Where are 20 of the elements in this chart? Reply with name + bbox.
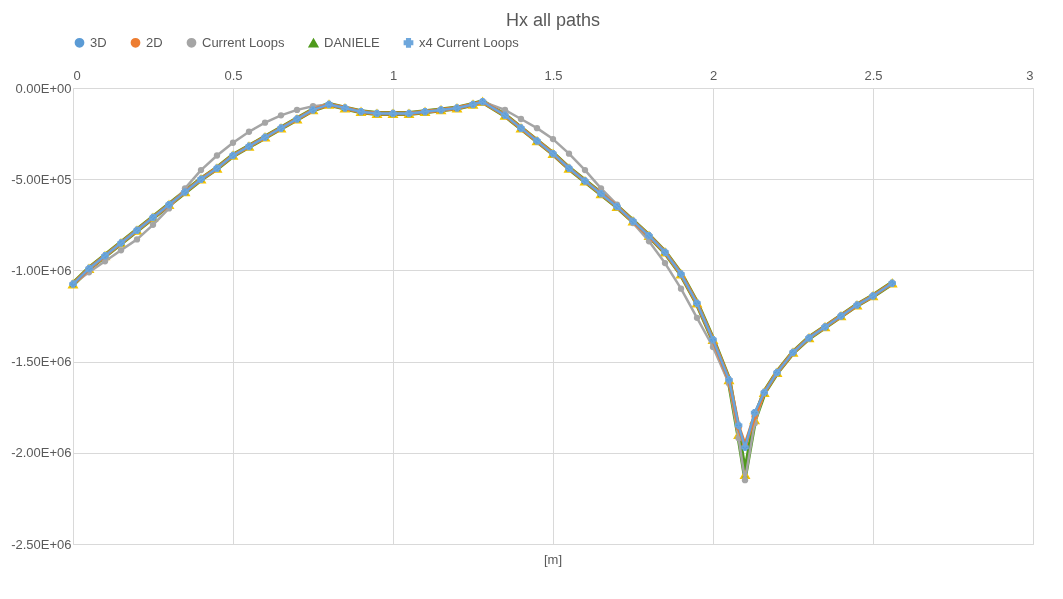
y-tick-label: 0.00E+00	[15, 80, 72, 96]
y-tick-label: -5.00E+05	[11, 171, 72, 187]
y-tick-label: -1.00E+06	[11, 262, 72, 278]
legend-label: x4 Current Loops	[419, 34, 520, 50]
chart-title: Hx all paths	[505, 10, 601, 30]
x-tick-label: 0	[73, 67, 81, 83]
x-tick-label: 2	[709, 67, 718, 83]
legend-label: 3D	[90, 34, 107, 50]
x-tick-label: 2.5	[864, 67, 883, 83]
x-tick-label: 1.5	[544, 67, 563, 83]
y-tick-label: -2.50E+06	[11, 536, 72, 552]
x-axis-title: [m]	[543, 552, 563, 567]
legend-label: Current Loops	[202, 34, 285, 50]
x-tick-label: 1	[389, 67, 398, 83]
x-tick-label: 0.5	[224, 67, 243, 83]
legend-label: 2D	[146, 34, 163, 50]
legend-label: DANIELE	[324, 35, 380, 51]
x-tick-label: 3	[1026, 67, 1034, 83]
y-tick-label: -1.50E+06	[11, 354, 72, 370]
y-tick-label: -2.00E+06	[11, 445, 72, 461]
